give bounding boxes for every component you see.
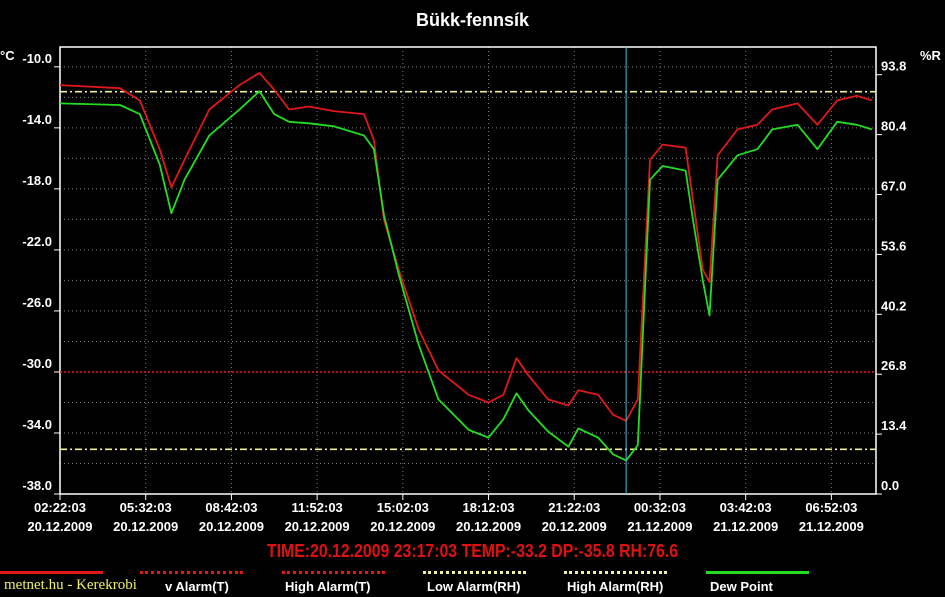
y-tick-label: -30.0 [22,356,52,371]
x-tick-date: 21.12.2009 [799,519,864,534]
x-tick-date: 20.12.2009 [113,519,178,534]
y2-tick-label: 80.4 [881,119,907,134]
x-tick-date: 20.12.2009 [199,519,264,534]
legend-swatch [706,571,809,574]
y-tick-label: -18.0 [22,173,52,188]
y-tick-label: -22.0 [22,234,52,249]
x-tick-time: 08:42:03 [205,500,257,515]
legend-label: High Alarm(RH) [567,579,664,594]
x-tick-time: 15:02:03 [377,500,429,515]
plot-frame [59,46,877,495]
x-tick-time: 18:12:03 [463,500,515,515]
y-tick-label: -26.0 [22,295,52,310]
y2-tick-label: 13.4 [881,418,907,433]
y-tick-label: -14.0 [22,112,52,127]
x-tick-date: 20.12.2009 [456,519,521,534]
y2-tick-label: 26.8 [881,358,906,373]
y2-axis-unit: %R [920,48,941,63]
x-tick-date: 20.12.2009 [285,519,350,534]
y2-tick-label: 93.8 [881,59,906,74]
legend-label: High Alarm(T) [285,579,371,594]
x-tick-date: 21.12.2009 [627,519,692,534]
x-tick-time: 02:22:03 [34,500,86,515]
dew_point-line [59,90,873,462]
legend-swatch [423,571,526,574]
y-axis-unit: °C [0,48,15,63]
y-tick-label: -38.0 [22,478,52,493]
x-tick-time: 03:42:03 [720,500,772,515]
legend-label: Dew Point [710,579,773,594]
chart-title: Bükk-fennsík [415,10,530,30]
y2-tick-label: 53.6 [881,238,906,253]
legend-swatch [282,571,385,574]
legend-swatch [140,571,243,574]
legend-label: v Alarm(T) [165,579,229,594]
x-tick-time: 05:32:03 [120,500,172,515]
x-tick-date: 20.12.2009 [27,519,92,534]
y2-tick-label: 40.2 [881,298,906,313]
x-tick-time: 06:52:03 [805,500,857,515]
x-tick-time: 11:52:03 [291,500,342,515]
x-tick-time: 00:32:03 [634,500,686,515]
legend-label: Low Alarm(RH) [427,579,521,594]
y-tick-label: -10.0 [22,51,52,66]
site-label[interactable]: metnet.hu - Kerekrobi [4,577,137,593]
x-tick-time: 21:22:03 [548,500,600,515]
x-tick-date: 20.12.2009 [370,519,435,534]
temperature-line [59,72,873,422]
y2-tick-label: 67.0 [881,179,906,194]
legend-swatch [0,571,103,574]
legend-swatch [564,571,667,574]
x-tick-date: 20.12.2009 [542,519,607,534]
y-tick-label: -34.0 [22,417,52,432]
x-tick-date: 21.12.2009 [713,519,778,534]
cursor-readout: TIME:20.12.2009 23:17:03 TEMP:-33.2 DP:-… [266,541,679,561]
y2-tick-label: 0.0 [881,478,899,493]
